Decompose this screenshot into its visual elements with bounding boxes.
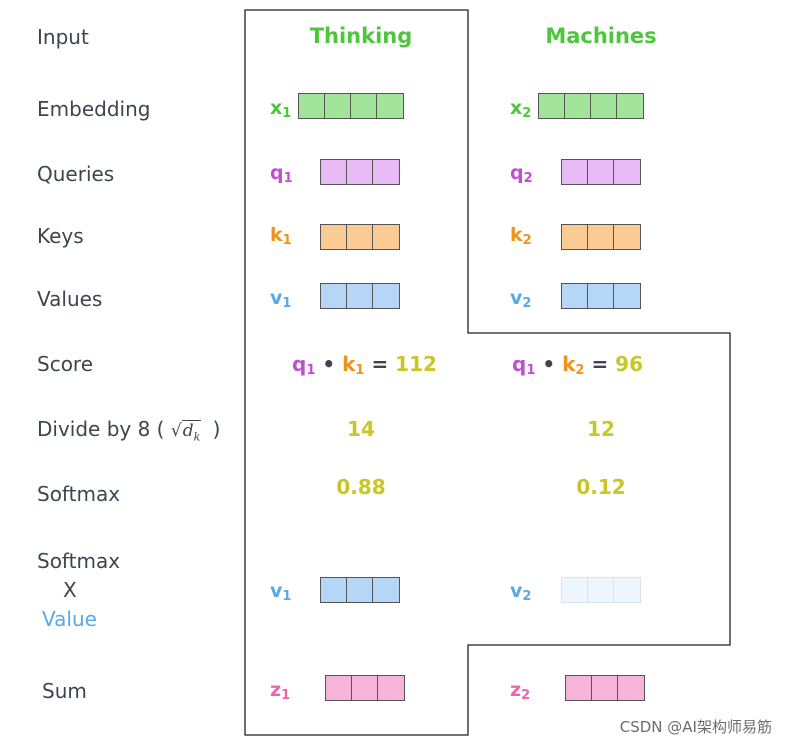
z2-sum-vector [565,675,645,701]
q2-label: q2 [510,162,533,186]
x2-embedding-vector [538,93,644,119]
word-thinking: Thinking [309,24,413,48]
divided-score-1: 14 [347,417,375,441]
sqrt-dk-formula: √dk [170,420,202,444]
row-label-keys: Keys [37,224,84,248]
q1-query-vector [320,159,400,185]
z1-sum-vector [325,675,405,701]
watermark: CSDN @AI架构师易筋 [619,718,772,736]
row-label-input: Input [37,25,89,49]
q2-query-vector [561,159,641,185]
row-label-softmax-x-value-2: X [63,578,77,602]
score-1: q1 • k1 = 112 [292,352,437,378]
x2-label: x2 [510,97,532,121]
v1-value-vector [320,283,400,309]
row-label-divide: Divide by 8 ( √dk ) [37,417,221,444]
row-label-softmax: Softmax [37,482,121,506]
word-machines: Machines [545,24,657,48]
weighted-v2-vector-faded [561,577,641,603]
row-label-softmax-x-value-3: Value [42,607,97,631]
softmax-score-2: 0.12 [576,475,626,499]
row-label-values: Values [37,287,103,311]
v2-label: v2 [510,287,532,311]
k1-label: k1 [270,224,292,248]
weighted-v2-label: v2 [510,580,532,604]
v2-value-vector [561,283,641,309]
z1-label: z1 [270,679,291,703]
divided-score-2: 12 [587,417,615,441]
row-label-embedding: Embedding [37,97,151,121]
row-label-queries: Queries [37,162,115,186]
score-2: q1 • k2 = 96 [512,352,644,378]
k2-label: k2 [510,224,532,248]
x1-embedding-vector [298,93,404,119]
q1-label: q1 [270,162,293,186]
v1-label: v1 [270,287,292,311]
row-label-score: Score [37,352,94,376]
k1-key-vector [320,224,400,250]
k2-key-vector [561,224,641,250]
z2-label: z2 [510,679,531,703]
weighted-v1-vector [320,577,400,603]
weighted-v1-label: v1 [270,580,292,604]
row-label-sum: Sum [42,679,87,703]
softmax-score-1: 0.88 [336,475,386,499]
x1-label: x1 [270,97,292,121]
row-label-softmax-x-value-1: Softmax [37,549,121,573]
